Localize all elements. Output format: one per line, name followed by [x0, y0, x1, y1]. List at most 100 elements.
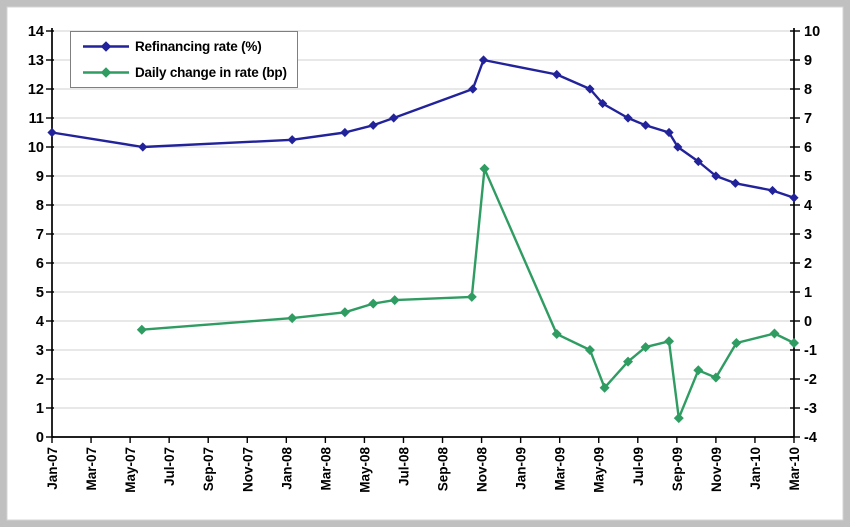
diamond-marker-icon [673, 142, 683, 152]
diamond-marker-icon [136, 324, 147, 335]
diamond-marker-icon [664, 336, 675, 347]
svg-text:Sep-07: Sep-07 [201, 447, 216, 491]
svg-text:8: 8 [804, 82, 812, 98]
diamond-marker-icon [100, 67, 112, 78]
svg-text:Nov-08: Nov-08 [475, 447, 490, 493]
svg-text:-2: -2 [804, 372, 817, 388]
diamond-marker-icon [368, 298, 379, 309]
legend-label-daily-change: Daily change in rate (bp) [135, 65, 287, 81]
svg-text:11: 11 [29, 111, 44, 127]
diamond-marker-icon [368, 120, 378, 130]
diamond-marker-icon [389, 113, 399, 123]
diamond-marker-icon [711, 171, 721, 181]
diamond-marker-icon [584, 345, 595, 355]
svg-text:Jan-07: Jan-07 [45, 447, 60, 490]
svg-text:-1: -1 [804, 343, 817, 359]
svg-text:3: 3 [36, 343, 44, 359]
diamond-marker-icon [479, 163, 490, 174]
svg-text:Nov-09: Nov-09 [709, 447, 724, 492]
diamond-marker-icon [789, 193, 799, 203]
diamond-marker-icon [623, 356, 634, 367]
diamond-marker-icon [551, 329, 562, 340]
diamond-marker-icon [552, 69, 562, 80]
svg-text:Sep-09: Sep-09 [670, 447, 685, 491]
diamond-marker-icon [468, 84, 478, 94]
diamond-marker-icon [769, 328, 780, 339]
svg-text:10: 10 [804, 24, 820, 40]
svg-text:12: 12 [28, 82, 44, 98]
diamond-marker-icon [693, 365, 704, 376]
chart-legend: Refinancing rate (%) Daily change in rat… [70, 31, 298, 88]
axes [51, 28, 795, 438]
svg-text:Jul-09: Jul-09 [631, 447, 646, 486]
series-refinancing-rate-line [50, 58, 796, 200]
svg-text:7: 7 [804, 111, 812, 127]
svg-text:Jan-09: Jan-09 [514, 447, 529, 490]
diamond-marker-icon [731, 338, 742, 349]
diamond-marker-icon [664, 127, 674, 138]
diamond-marker-icon [339, 307, 350, 318]
svg-text:-4: -4 [804, 430, 817, 446]
tick-marks [46, 30, 800, 443]
svg-text:10: 10 [28, 140, 44, 156]
legend-item-refinancing-rate: Refinancing rate (%) [81, 34, 297, 58]
series-refinancing-rate-markers [47, 55, 799, 203]
svg-text:0: 0 [36, 430, 44, 446]
diamond-marker-icon [138, 142, 148, 152]
x-axis-tick-labels: Jan-07 Mar-07 May-07 Jul-07 Sep-07 Nov-07 Jan-… [45, 447, 802, 493]
diamond-marker-icon [287, 313, 298, 324]
diamond-marker-icon [789, 338, 799, 349]
svg-text:Sep-08: Sep-08 [436, 447, 451, 492]
green-line-sample-icon [83, 67, 129, 78]
diamond-marker-icon [693, 156, 703, 167]
svg-text:-3: -3 [804, 401, 817, 417]
legend-item-daily-change: Daily change in rate (bp) [81, 61, 297, 85]
diamond-marker-icon [100, 41, 112, 52]
diamond-marker-icon [640, 342, 651, 353]
svg-text:Mar-09: Mar-09 [553, 447, 568, 491]
diamond-marker-icon [623, 113, 633, 123]
svg-text:1: 1 [36, 401, 44, 417]
diamond-marker-icon [340, 127, 350, 138]
blue-line-sample-icon [83, 41, 129, 52]
svg-text:5: 5 [36, 285, 44, 301]
legend-label-refinancing-rate: Refinancing rate (%) [135, 38, 262, 54]
svg-text:Mar-07: Mar-07 [84, 447, 99, 491]
svg-text:Jan-10: Jan-10 [748, 447, 763, 490]
svg-text:Mar-10: Mar-10 [787, 447, 802, 491]
diamond-marker-icon [389, 295, 400, 306]
svg-text:Jan-08: Jan-08 [279, 447, 294, 490]
svg-text:3: 3 [804, 227, 812, 243]
svg-text:4: 4 [36, 314, 44, 330]
svg-text:Jul-07: Jul-07 [162, 447, 177, 486]
svg-text:9: 9 [804, 53, 812, 69]
svg-text:13: 13 [28, 53, 44, 69]
svg-text:May-09: May-09 [592, 447, 607, 493]
svg-text:May-08: May-08 [357, 447, 372, 493]
svg-text:6: 6 [804, 140, 812, 156]
diamond-marker-icon [730, 178, 741, 188]
diamond-marker-icon [478, 55, 489, 65]
svg-text:May-07: May-07 [123, 447, 138, 493]
svg-text:Nov-07: Nov-07 [240, 447, 255, 492]
svg-text:2: 2 [804, 256, 812, 272]
svg-text:5: 5 [804, 169, 812, 185]
svg-text:9: 9 [36, 169, 44, 185]
svg-text:Jul-08: Jul-08 [396, 447, 411, 487]
svg-text:6: 6 [36, 256, 44, 272]
diamond-marker-icon [47, 127, 57, 138]
series-daily-change-markers [136, 163, 799, 424]
diamond-marker-icon [710, 372, 721, 383]
svg-text:8: 8 [36, 198, 44, 214]
right-axis-tick-labels: -4 -3 -2 -1 0 1 2 3 4 5 6 7 8 9 10 [804, 24, 820, 446]
diamond-marker-icon [767, 185, 778, 196]
svg-text:7: 7 [36, 227, 44, 243]
diamond-marker-icon [585, 84, 595, 94]
diamond-marker-icon [466, 291, 477, 302]
diamond-marker-icon [641, 120, 651, 130]
svg-text:14: 14 [28, 24, 44, 40]
svg-text:4: 4 [804, 198, 812, 214]
